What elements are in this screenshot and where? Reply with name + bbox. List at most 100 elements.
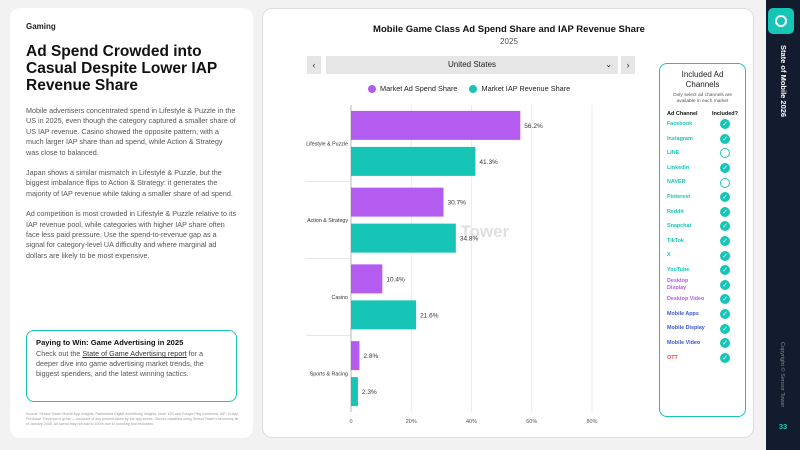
section-eyebrow: Gaming xyxy=(26,22,56,31)
channel-name: Reddit xyxy=(667,208,684,215)
check-icon: ✓ xyxy=(720,133,730,144)
narrative-panel: Gaming Ad Spend Crowded into Casual Desp… xyxy=(10,8,253,438)
channel-row: Mobile Video ✓ xyxy=(664,336,741,351)
channels-subtitle: Only select ad channels are available in… xyxy=(672,93,733,104)
market-select[interactable]: United States ⌄ xyxy=(326,56,618,74)
paragraph-2: Japan shows a similar mismatch in Lifest… xyxy=(26,168,233,198)
copyright: Copyright © Sensor Tower xyxy=(779,342,785,408)
category-label: Lifestyle & Puzzle xyxy=(306,141,348,147)
x-tick-label: 20% xyxy=(406,419,417,425)
ad-spend-bar xyxy=(351,110,521,140)
check-icon: ✓ xyxy=(720,206,730,217)
data-label: 34.8% xyxy=(460,236,479,243)
channel-name: Mobile Video xyxy=(667,339,701,346)
prev-market-button[interactable]: ‹ xyxy=(307,56,321,74)
channel-row: NAVER xyxy=(664,175,741,190)
channel-name: Pinterest xyxy=(667,194,691,201)
check-icon: ✓ xyxy=(720,294,730,305)
channel-name: Desktop Video xyxy=(667,296,705,303)
channels-list: Facebook ✓ Instagram ✓ LINE LinkedIn ✓ NAVER Pin… xyxy=(664,117,741,365)
x-tick-label: 60% xyxy=(526,419,537,425)
data-label: 41.3% xyxy=(479,159,498,166)
next-market-button[interactable]: › xyxy=(621,56,635,74)
report-callout: Paying to Win: Game Advertising in 2025 … xyxy=(26,330,237,402)
channel-row: LINE xyxy=(664,146,741,161)
data-label: 56.2% xyxy=(524,123,543,130)
channel-name: NAVER xyxy=(667,179,686,186)
channels-title: Included Ad Channels xyxy=(681,70,724,89)
chart-title: Mobile Game Class Ad Spend Share and IAP… xyxy=(373,24,645,35)
page-title: Ad Spend Crowded into Casual Despite Low… xyxy=(26,43,217,94)
report-title: State of Mobile 2026 xyxy=(779,45,788,118)
legend-item-ad-spend: Market Ad Spend Share xyxy=(368,84,457,93)
empty-circle-icon xyxy=(720,177,730,188)
legend-item-iap: Market IAP Revenue Share xyxy=(469,84,570,93)
data-label: 21.6% xyxy=(420,312,439,319)
check-icon: ✓ xyxy=(720,192,730,203)
channel-name: TikTok xyxy=(667,237,684,244)
data-label: 2.8% xyxy=(363,353,378,360)
check-icon: ✓ xyxy=(720,250,730,261)
channel-name: X xyxy=(667,252,671,259)
source-note: Source: Sensor Tower Mobile App Insights… xyxy=(26,412,239,426)
chart-subtitle: 2025 xyxy=(500,37,518,46)
data-label: 30.7% xyxy=(447,200,466,207)
channel-name: LinkedIn xyxy=(667,164,690,171)
x-tick-label: 40% xyxy=(466,419,477,425)
channel-name: OTT xyxy=(667,354,678,361)
col-ad-channel: Ad Channel xyxy=(667,111,698,117)
iap-revenue-bar xyxy=(351,146,476,176)
legend-swatch-iap xyxy=(469,84,478,93)
channel-row: Reddit ✓ xyxy=(664,205,741,220)
channel-name: LINE xyxy=(667,150,680,157)
report-link[interactable]: State of Game Advertising report xyxy=(82,349,187,358)
channels-header: Ad Channel Included? xyxy=(664,111,741,117)
check-icon: ✓ xyxy=(720,279,730,290)
channel-name: Mobile Display xyxy=(667,325,705,332)
category-label: Sports & Racing xyxy=(310,372,348,378)
side-rail xyxy=(766,0,800,450)
channel-row: Instagram ✓ xyxy=(664,132,741,147)
channel-row: X ✓ xyxy=(664,248,741,263)
sensor-tower-logo-icon xyxy=(768,8,794,34)
ad-spend-bar xyxy=(351,341,360,371)
iap-revenue-bar xyxy=(351,300,417,330)
legend-swatch-ad-spend xyxy=(368,84,376,93)
chart-panel: Mobile Game Class Ad Spend Share and IAP… xyxy=(262,8,754,438)
channel-name: Snapchat xyxy=(667,223,692,230)
channel-row: TikTok ✓ xyxy=(664,234,741,249)
ad-spend-bar xyxy=(351,264,383,294)
legend-label-ad-spend: Market Ad Spend Share xyxy=(380,84,458,93)
x-tick-label: 0 xyxy=(349,419,352,425)
channel-name: YouTube xyxy=(667,266,690,273)
iap-revenue-bar xyxy=(351,377,358,407)
market-select-value: United States xyxy=(447,60,497,69)
channel-name: Desktop Display xyxy=(667,278,689,291)
paragraph-1: Mobile advertisers concentrated spend in… xyxy=(26,106,236,157)
channel-row: YouTube ✓ xyxy=(664,263,741,278)
category-label: Action & Strategy xyxy=(307,218,348,224)
callout-title: Paying to Win: Game Advertising in 2025 xyxy=(36,338,184,347)
bar-chart: 0 20% 40% 60% 80% Lifestyle & Puzzle 56.2% 41.3… xyxy=(306,105,598,425)
ad-channels-panel: Included Ad Channels Only select ad chan… xyxy=(659,63,746,417)
check-icon: ✓ xyxy=(720,163,730,174)
data-label: 2.3% xyxy=(362,389,377,396)
page-number: 33 xyxy=(778,422,788,431)
paragraph-3: Ad competition is most crowded in Lifest… xyxy=(26,209,237,260)
legend-label-iap: Market IAP Revenue Share xyxy=(481,84,571,93)
check-icon: ✓ xyxy=(720,323,730,334)
check-icon: ✓ xyxy=(720,352,730,363)
check-icon: ✓ xyxy=(720,236,730,247)
chevron-down-icon: ⌄ xyxy=(605,60,612,69)
channel-row: Mobile Apps ✓ xyxy=(664,307,741,322)
channel-name: Instagram xyxy=(667,135,693,142)
channel-row: LinkedIn ✓ xyxy=(664,161,741,176)
category-label: Casino xyxy=(332,295,349,301)
x-tick-label: 80% xyxy=(586,419,597,425)
channel-row: Desktop Display ✓ xyxy=(664,278,741,293)
channel-row: Mobile Display ✓ xyxy=(664,321,741,336)
check-icon: ✓ xyxy=(720,309,730,320)
channel-row: Snapchat ✓ xyxy=(664,219,741,234)
callout-text-after: for a deeper dive into game advertising … xyxy=(36,349,204,379)
ad-spend-bar xyxy=(351,187,444,217)
